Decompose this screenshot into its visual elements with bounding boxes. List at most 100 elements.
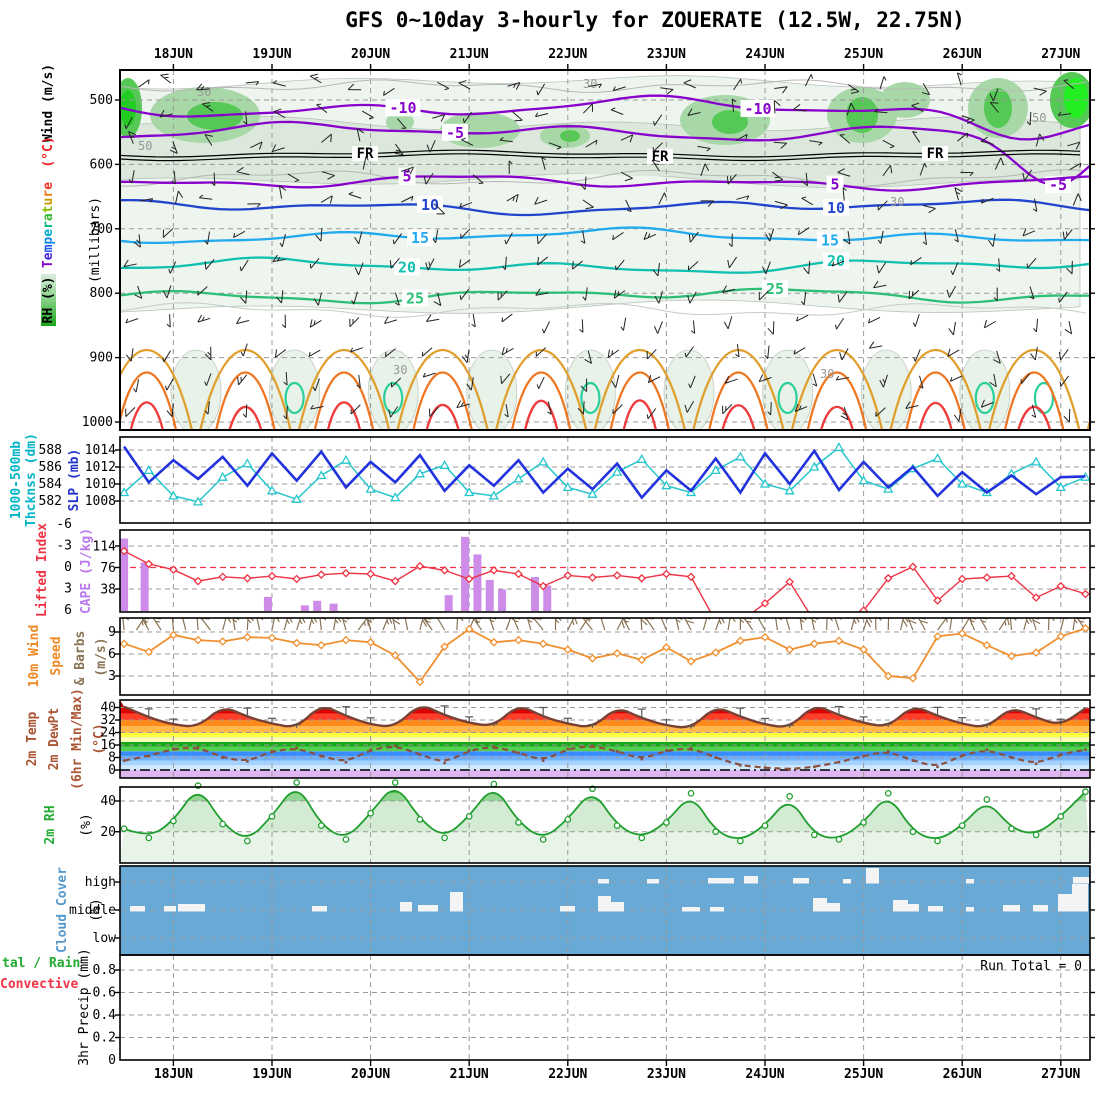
wind-barb <box>423 172 434 185</box>
surface-contour-#ee7722 <box>1003 371 1065 430</box>
panel-frame <box>119 436 1091 524</box>
lifted-index-line <box>123 550 1086 612</box>
marker-diamond <box>169 565 178 574</box>
wind-barb <box>743 618 754 631</box>
wind-barb <box>504 404 509 418</box>
surface-contour-#ee3b3b <box>1017 405 1052 430</box>
temp-contour--10 <box>120 94 1090 141</box>
wind-barb <box>461 349 470 364</box>
cloud-bar <box>813 898 827 912</box>
wind-barb <box>840 407 849 421</box>
wind-barb <box>356 128 365 142</box>
dewpoint-marker <box>443 761 446 765</box>
wind-barb <box>954 187 963 201</box>
slp-tick: 1008 <box>85 494 116 509</box>
thickness-marker <box>611 466 623 476</box>
wind-barb <box>803 260 811 275</box>
cloud-bar <box>598 896 611 912</box>
wind-barb <box>683 79 696 89</box>
wind-barb <box>435 204 445 215</box>
marker-diamond <box>588 654 597 663</box>
wind-barb <box>582 103 594 114</box>
thickness-marker <box>120 487 130 497</box>
wind-barb <box>690 320 696 334</box>
marker-diamond <box>809 639 819 649</box>
wind-barb <box>989 88 999 102</box>
marker-diamond <box>1031 648 1041 657</box>
wind-barb <box>837 168 851 177</box>
freezing-level-line <box>120 153 1081 162</box>
wind-barb <box>724 375 738 384</box>
temp-band <box>120 760 1090 766</box>
surface-moist-column <box>663 349 715 430</box>
wind-barb <box>950 262 959 275</box>
wind-barb <box>204 346 212 361</box>
precip-tick: 0.6 <box>93 986 116 1001</box>
wind-barb <box>847 84 860 94</box>
wind-barb <box>625 199 632 213</box>
marker-diamond <box>1081 589 1090 599</box>
li-tick: 6 <box>64 603 72 618</box>
dewpoint-marker <box>344 760 348 764</box>
wind-barb <box>472 618 483 631</box>
wind-barb <box>388 406 399 418</box>
wind-barb <box>128 170 135 184</box>
temp-tick: 32 <box>100 713 116 728</box>
date-label-bottom: 22JUN <box>548 1067 587 1082</box>
contour-label: 25 <box>766 280 784 298</box>
panel-frame <box>119 529 1091 613</box>
cape-tick: 114 <box>93 540 117 555</box>
marker-diamond <box>686 657 696 666</box>
date-label-top: 19JUN <box>252 47 291 62</box>
wind-barb <box>882 139 895 149</box>
marker-diamond <box>933 632 942 641</box>
wind-barb <box>432 114 446 122</box>
wind-barb <box>622 618 631 631</box>
wind-barb <box>764 345 770 359</box>
wind-barb <box>320 195 333 204</box>
wind-barb <box>1033 87 1047 96</box>
wind-barb <box>643 231 657 240</box>
thickness-marker <box>340 454 352 464</box>
wind-barb <box>160 73 172 84</box>
rh-marker <box>170 817 177 825</box>
wind-barb <box>652 262 660 277</box>
label-total-rain: tal / Rain <box>2 956 81 971</box>
wind-barb <box>536 376 545 389</box>
wind-barb <box>937 618 948 631</box>
wind-barb <box>809 140 823 146</box>
rh-marker <box>983 796 991 803</box>
thickness-marker <box>242 458 253 468</box>
rh-marker <box>219 820 227 828</box>
wind-barb <box>273 108 286 118</box>
wind-barb <box>801 196 814 206</box>
wind-barb <box>918 375 924 389</box>
temp-band <box>120 737 1090 742</box>
wind-barb <box>162 285 172 299</box>
wind-barb <box>919 163 928 176</box>
wind-barb <box>873 280 887 289</box>
page-title: GFS 0~10day 3-hourly for ZOUERATE (12.5W… <box>345 8 965 32</box>
wind-barb <box>389 257 400 269</box>
rh-marker <box>465 813 473 820</box>
cloud-bar <box>793 878 809 884</box>
thickness-marker <box>1055 482 1066 492</box>
rh-blob <box>560 130 580 142</box>
marker-diamond <box>957 629 967 638</box>
thickness-line <box>123 446 1086 503</box>
wind-barb <box>613 290 626 299</box>
temp-band <box>120 770 1090 778</box>
surface-moist-column <box>466 349 518 430</box>
wind-barb <box>279 234 286 248</box>
wind-barb <box>159 109 173 118</box>
wind-barb <box>271 144 285 153</box>
thickness-marker <box>291 493 302 503</box>
wind-barb <box>774 200 788 210</box>
wind-barb <box>512 111 523 122</box>
wind-barb <box>152 618 162 631</box>
wind-barb <box>912 131 921 143</box>
wind-barb <box>165 378 174 391</box>
wind-barb <box>1057 111 1072 116</box>
wind-barb <box>620 317 627 331</box>
